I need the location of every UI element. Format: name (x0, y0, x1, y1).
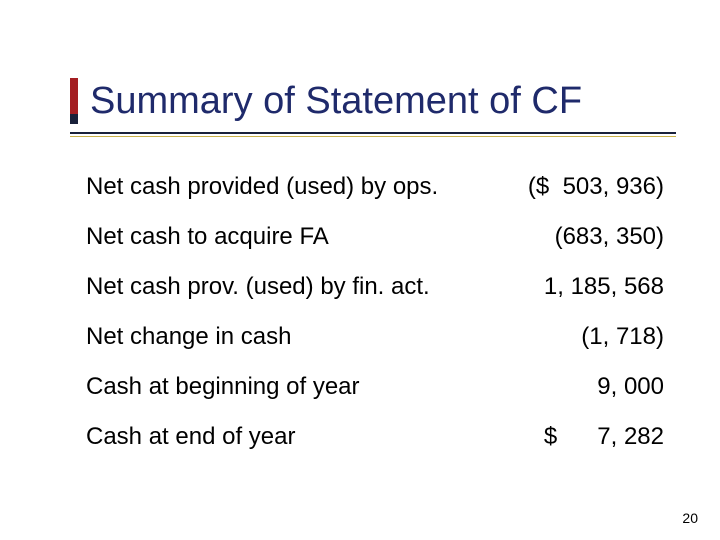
row-label: Net cash provided (used) by ops. (86, 175, 528, 199)
title-block: Summary of Statement of CF (70, 78, 680, 124)
table-row: Cash at beginning of year 9, 000 (86, 362, 664, 412)
row-value: ($ 503, 936) (528, 175, 664, 199)
row-value: (683, 350) (555, 225, 664, 249)
title-accent-bar (70, 78, 78, 124)
row-value: $ 7, 282 (544, 425, 664, 449)
slide: Summary of Statement of CF Net cash prov… (0, 0, 720, 540)
table-row: Net cash prov. (used) by fin. act. 1, 18… (86, 262, 664, 312)
row-label: Cash at beginning of year (86, 375, 597, 399)
table-row: Net cash to acquire FA (683, 350) (86, 212, 664, 262)
row-value: (1, 718) (581, 325, 664, 349)
cashflow-summary-table: Net cash provided (used) by ops. ($ 503,… (86, 162, 664, 462)
title-underline (70, 132, 676, 134)
page-number: 20 (682, 510, 698, 526)
table-row: Net cash provided (used) by ops. ($ 503,… (86, 162, 664, 212)
table-row: Cash at end of year $ 7, 282 (86, 412, 664, 462)
row-value: 1, 185, 568 (544, 275, 664, 299)
row-label: Net change in cash (86, 325, 581, 349)
row-value: 9, 000 (597, 375, 664, 399)
table-row: Net change in cash (1, 718) (86, 312, 664, 362)
row-label: Net cash to acquire FA (86, 225, 555, 249)
row-label: Cash at end of year (86, 425, 544, 449)
row-label: Net cash prov. (used) by fin. act. (86, 275, 544, 299)
slide-title: Summary of Statement of CF (90, 82, 582, 124)
